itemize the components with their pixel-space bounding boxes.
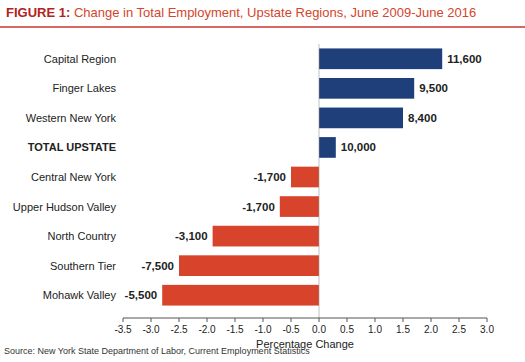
x-tick-label: -1.0 (254, 324, 272, 335)
bar (319, 78, 414, 99)
x-tick-label: 2.5 (452, 324, 466, 335)
bar (319, 108, 403, 129)
x-tick (347, 318, 348, 322)
employment-change-label: 10,000 (341, 141, 376, 153)
category-label: TOTAL UPSTATE (28, 141, 116, 153)
x-tick (375, 318, 376, 322)
title-rest: Change in Total Employment, Upstate Regi… (70, 5, 476, 20)
x-tick-label: -3.0 (142, 324, 160, 335)
x-tick-label: 1.5 (396, 324, 410, 335)
employment-change-label: 8,400 (408, 112, 437, 124)
x-tick (319, 318, 320, 322)
employment-change-label: -1,700 (253, 171, 286, 183)
x-tick (179, 318, 180, 322)
x-tick (235, 318, 236, 322)
chart: FIGURE 1: Change in Total Employment, Up… (0, 0, 525, 362)
x-tick (403, 318, 404, 322)
background (0, 0, 525, 362)
category-label: Southern Tier (50, 260, 116, 272)
bar (162, 285, 319, 306)
x-tick (207, 318, 208, 322)
x-tick (151, 318, 152, 322)
bar (319, 48, 442, 69)
x-tick-label: -1.5 (226, 324, 244, 335)
source: Source: New York State Department of Lab… (4, 346, 310, 356)
bar (213, 226, 319, 247)
title-rule (0, 26, 525, 28)
x-tick-label: -3.5 (114, 324, 132, 335)
x-tick-label: -2.0 (198, 324, 216, 335)
title: FIGURE 1: Change in Total Employment, Up… (6, 5, 476, 20)
employment-change-label: -7,500 (141, 260, 174, 272)
zero-line (319, 44, 320, 318)
x-tick (431, 318, 432, 322)
bar (291, 167, 319, 188)
x-axis (123, 318, 487, 319)
employment-change-label: -3,100 (175, 230, 208, 242)
employment-change-label: 11,600 (447, 53, 482, 65)
category-label: Western New York (26, 112, 117, 124)
x-tick-label: 0.0 (312, 324, 326, 335)
title-prefix: FIGURE 1: (6, 5, 70, 20)
category-label: Central New York (31, 171, 116, 183)
category-label: Capital Region (44, 53, 116, 65)
x-tick-label: 2.0 (424, 324, 438, 335)
x-tick-label: 3.0 (480, 324, 494, 335)
x-tick-label: 1.0 (368, 324, 382, 335)
x-tick (291, 318, 292, 322)
x-tick-label: -2.5 (170, 324, 188, 335)
bar (319, 137, 336, 158)
category-label: Mohawk Valley (43, 289, 117, 301)
bar (179, 255, 319, 276)
category-label: Upper Hudson Valley (13, 201, 117, 213)
x-tick-label: -0.5 (282, 324, 300, 335)
bars (162, 48, 442, 305)
x-tick (123, 318, 124, 322)
employment-change-label: -5,500 (125, 289, 158, 301)
x-tick-label: 0.5 (340, 324, 354, 335)
employment-change-label: 9,500 (419, 82, 448, 94)
category-label: North Country (48, 230, 117, 242)
x-tick (487, 318, 488, 322)
category-label: Finger Lakes (52, 82, 116, 94)
employment-change-label: -1,700 (242, 201, 275, 213)
x-tick (263, 318, 264, 322)
bar (280, 196, 319, 217)
x-tick (459, 318, 460, 322)
